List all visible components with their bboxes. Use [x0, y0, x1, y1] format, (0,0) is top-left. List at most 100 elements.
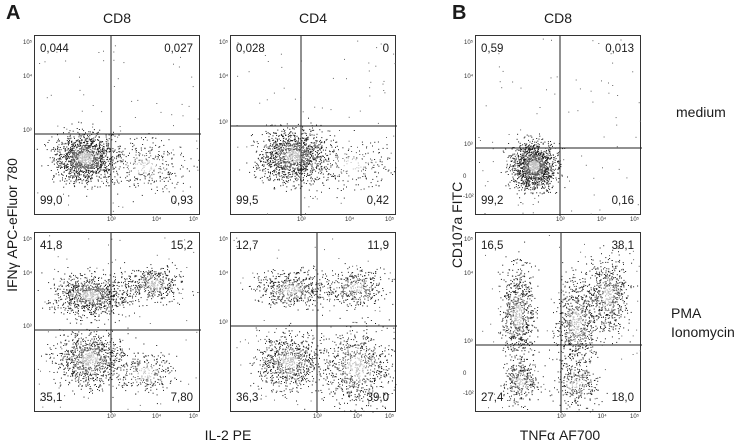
event-dot	[119, 160, 121, 162]
event-dot	[292, 149, 294, 151]
event-dot	[290, 173, 292, 175]
event-dot	[90, 179, 92, 181]
event-dot	[294, 155, 295, 156]
event-dot	[281, 172, 283, 174]
event-dot	[111, 306, 113, 308]
event-dot	[269, 164, 271, 166]
event-dot	[346, 173, 348, 174]
event-dot	[137, 283, 139, 284]
event-dot	[99, 129, 101, 131]
event-dot	[89, 279, 91, 281]
event-dot	[136, 270, 138, 272]
event-dot	[86, 170, 87, 172]
event-dot	[278, 151, 280, 153]
event-dot	[283, 156, 285, 157]
event-dot	[151, 272, 153, 274]
event-dot	[129, 295, 131, 297]
event-dot	[87, 294, 89, 296]
event-dot	[261, 165, 263, 166]
event-dot	[135, 366, 137, 368]
event-dot	[338, 180, 340, 182]
event-dot	[166, 177, 168, 178]
event-dot	[365, 169, 366, 171]
event-dot	[112, 312, 114, 313]
event-dot	[94, 162, 95, 163]
event-dot	[318, 161, 320, 163]
event-dot	[295, 143, 297, 145]
event-dot	[56, 302, 58, 304]
event-dot	[158, 281, 160, 283]
event-dot	[148, 272, 150, 274]
event-dot	[302, 165, 304, 167]
event-dot	[81, 320, 83, 321]
event-dot	[84, 171, 86, 172]
event-dot	[278, 173, 280, 175]
event-dot	[326, 160, 328, 162]
event-dot	[146, 155, 148, 156]
event-dot	[273, 157, 274, 159]
event-dot	[288, 161, 290, 163]
event-dot	[166, 168, 168, 170]
event-dot	[66, 152, 68, 154]
event-dot	[257, 165, 259, 167]
event-dot	[98, 286, 100, 288]
event-dot	[96, 132, 98, 134]
event-dot	[90, 291, 92, 293]
event-dot	[92, 292, 94, 294]
event-dot	[150, 287, 152, 289]
event-dot	[92, 288, 94, 290]
event-dot	[87, 182, 89, 184]
event-dot	[124, 148, 126, 150]
event-dot	[114, 358, 116, 360]
event-dot	[177, 289, 179, 291]
event-dot	[304, 165, 306, 167]
event-dot	[108, 302, 110, 304]
event-dot	[157, 301, 159, 303]
event-dot	[261, 157, 262, 159]
event-dot	[69, 307, 71, 309]
event-dot	[294, 138, 296, 140]
event-dot	[70, 161, 72, 163]
event-dot	[151, 267, 153, 269]
event-dot	[167, 284, 169, 286]
event-dot	[83, 381, 85, 383]
event-dot	[264, 173, 266, 175]
event-dot	[168, 164, 169, 166]
event-dot	[104, 150, 106, 152]
event-dot	[107, 286, 109, 288]
event-dot	[313, 148, 315, 150]
event-dot	[344, 153, 346, 155]
event-dot	[74, 296, 76, 298]
event-dot	[83, 307, 85, 309]
event-dot	[109, 163, 111, 165]
event-dot	[278, 170, 280, 172]
event-dot	[323, 142, 325, 144]
event-dot	[62, 163, 64, 165]
event-dot	[102, 161, 104, 163]
event-dot	[307, 155, 309, 157]
event-dot	[74, 174, 76, 176]
event-dot	[85, 141, 87, 142]
event-dot	[81, 128, 83, 130]
event-dot	[290, 131, 292, 132]
event-dot	[173, 298, 175, 300]
event-dot	[299, 142, 301, 144]
event-dot	[68, 284, 69, 286]
event-dot	[268, 147, 270, 149]
event-dot	[154, 289, 155, 291]
event-dot	[334, 177, 336, 179]
event-dot	[92, 163, 94, 165]
event-dot	[279, 143, 280, 145]
event-dot	[108, 151, 110, 153]
event-dot	[85, 177, 87, 178]
event-dot	[273, 146, 275, 148]
event-dot	[166, 265, 168, 266]
event-dot	[154, 291, 156, 293]
event-dot	[361, 170, 362, 172]
event-dot	[95, 144, 97, 146]
event-dot	[290, 155, 292, 157]
event-dot	[118, 303, 120, 305]
event-dot	[193, 294, 194, 296]
event-dot	[278, 135, 280, 137]
event-dot	[97, 172, 99, 174]
